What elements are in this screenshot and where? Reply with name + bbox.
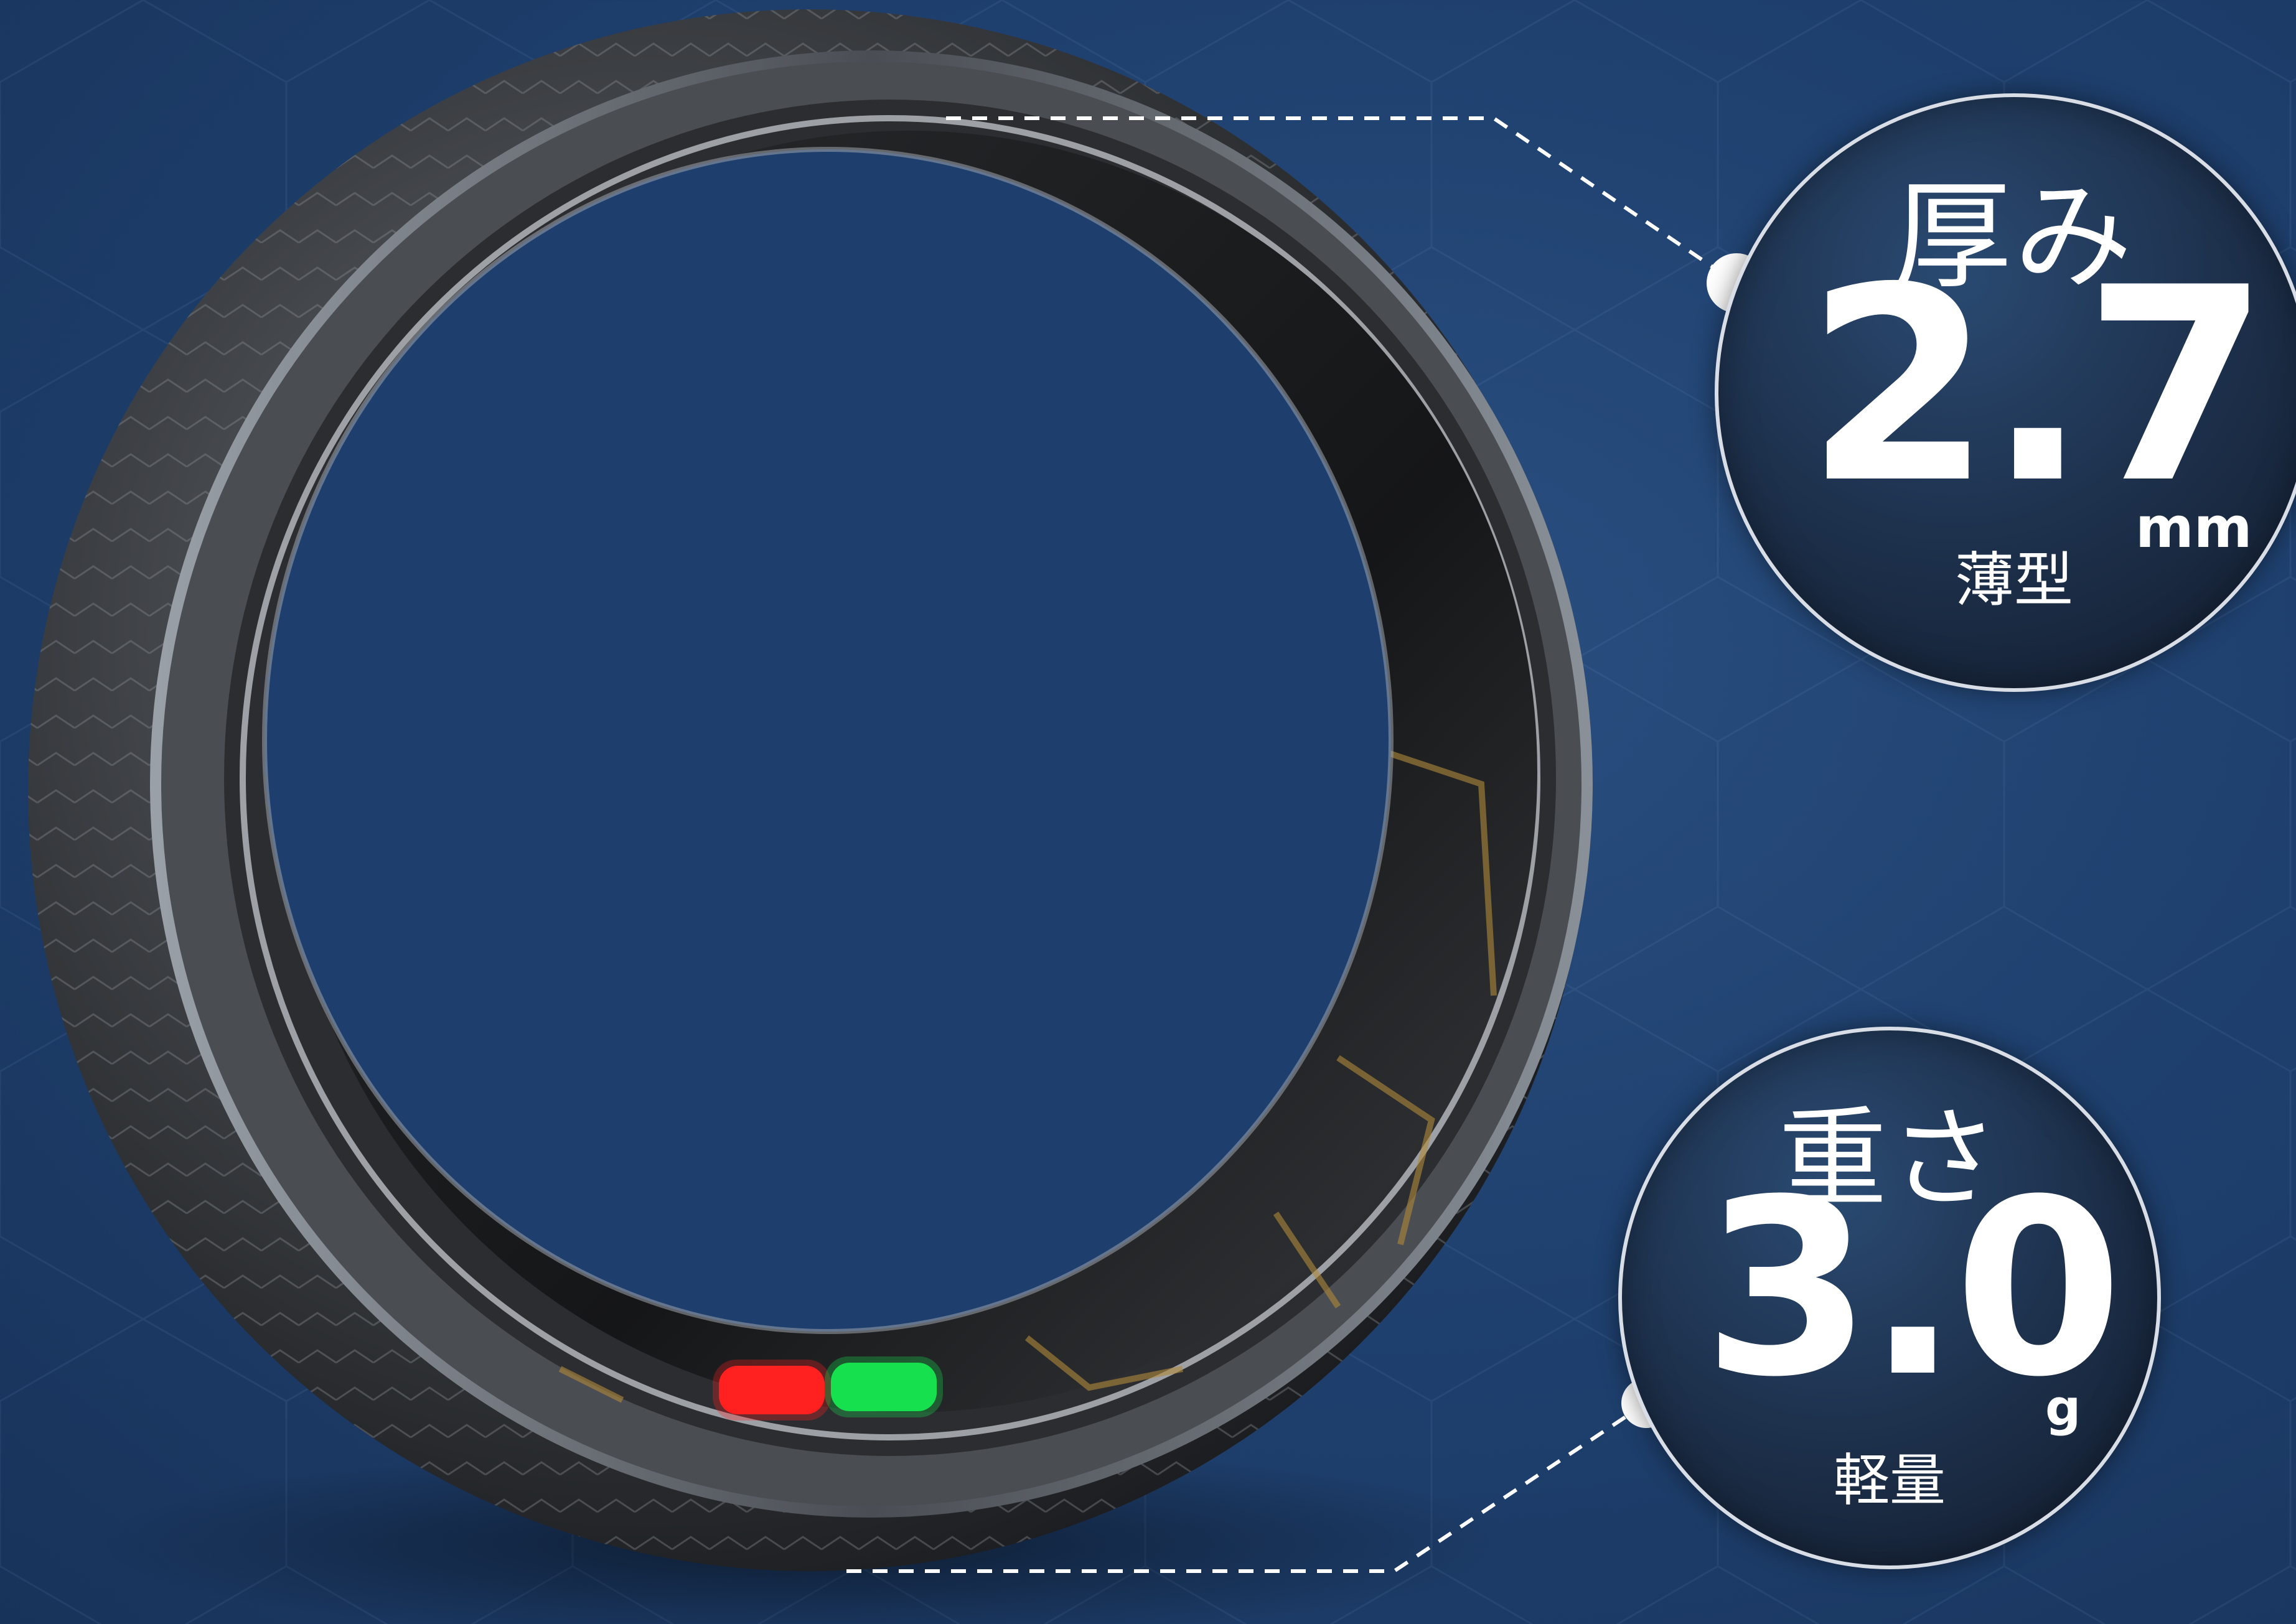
thickness-note: 薄型 bbox=[1954, 546, 2073, 615]
weight-unit: g bbox=[2045, 1379, 2081, 1437]
ring-hole bbox=[265, 149, 1391, 1332]
thickness-badge: 厚み 2.7 mm 薄型 bbox=[1715, 93, 2296, 692]
weight-label: 重さ bbox=[1778, 1096, 2001, 1223]
thickness-value: 2.7 bbox=[1806, 231, 2270, 542]
weight-note: 軽量 bbox=[1834, 1448, 1946, 1513]
green-led-sensor bbox=[831, 1363, 937, 1411]
circuit-traces bbox=[558, 744, 1497, 1403]
thickness-label: 厚み bbox=[1893, 168, 2135, 306]
thickness-unit: mm bbox=[2135, 495, 2252, 561]
weight-value: 3.0 bbox=[1703, 1147, 2123, 1430]
red-led-sensor bbox=[719, 1366, 825, 1414]
weight-badge: 重さ 3.0 g 軽量 bbox=[1618, 1027, 2161, 1569]
